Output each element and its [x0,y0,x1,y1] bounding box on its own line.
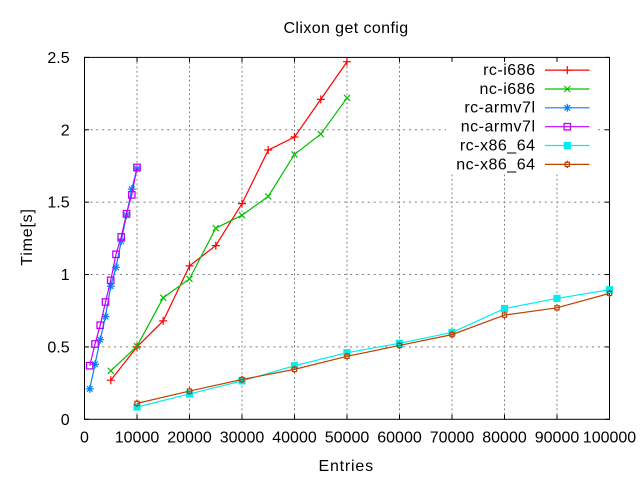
svg-text:20000: 20000 [167,429,212,446]
svg-text:70000: 70000 [430,429,475,446]
svg-text:2: 2 [61,122,70,139]
svg-text:0.5: 0.5 [47,339,69,356]
svg-text:90000: 90000 [535,429,580,446]
svg-text:60000: 60000 [377,429,422,446]
svg-text:50000: 50000 [325,429,370,446]
svg-text:10000: 10000 [115,429,160,446]
svg-text:Time[s]: Time[s] [19,208,36,265]
svg-text:100000: 100000 [583,429,636,446]
svg-text:rc-i686: rc-i686 [483,62,535,79]
svg-text:Clixon get config: Clixon get config [283,20,408,37]
svg-text:nc-x86_64: nc-x86_64 [456,156,535,173]
svg-text:nc-i686: nc-i686 [480,81,536,98]
svg-text:1.5: 1.5 [47,195,69,212]
svg-text:rc-armv7l: rc-armv7l [464,100,535,117]
svg-text:40000: 40000 [272,429,317,446]
svg-text:1: 1 [61,267,70,284]
svg-text:0: 0 [61,412,70,429]
svg-text:30000: 30000 [220,429,265,446]
svg-text:Entries: Entries [318,458,373,475]
svg-text:nc-armv7l: nc-armv7l [461,119,536,136]
svg-text:rc-x86_64: rc-x86_64 [460,137,536,154]
svg-text:80000: 80000 [482,429,527,446]
svg-text:0: 0 [80,429,89,446]
svg-text:2.5: 2.5 [47,50,69,67]
